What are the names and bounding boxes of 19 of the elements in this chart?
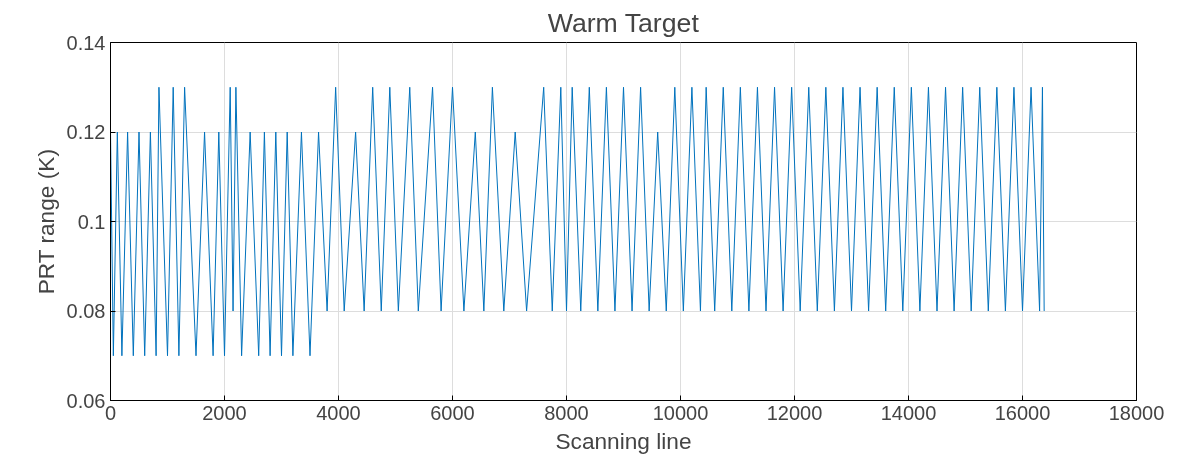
- y-tick-label: 0.06: [66, 389, 106, 412]
- x-tick-label: 8000: [544, 401, 589, 424]
- x-axis-title: Scanning line: [555, 427, 692, 454]
- x-tick-label: 4000: [316, 401, 361, 424]
- y-tick-label: 0.08: [66, 300, 106, 322]
- y-axis-title: PRT range (K): [32, 149, 59, 295]
- x-tick-label: 18000: [1108, 401, 1165, 424]
- y-tick-label: 0.14: [66, 31, 106, 54]
- chart-title: Warm Target: [547, 7, 700, 38]
- x-tick-label: 6000: [430, 401, 475, 424]
- x-tick-label: 12000: [766, 401, 823, 424]
- x-tick-label: 16000: [994, 401, 1051, 424]
- y-tick-label: 0.1: [77, 210, 106, 233]
- x-tick-label: 14000: [880, 401, 937, 424]
- x-tick-label: 10000: [652, 401, 709, 424]
- line-series: [110, 86, 1045, 357]
- x-tick-label: 0: [104, 401, 117, 424]
- y-tick-label: 0.12: [66, 121, 106, 143]
- x-tick-label: 2000: [202, 401, 247, 424]
